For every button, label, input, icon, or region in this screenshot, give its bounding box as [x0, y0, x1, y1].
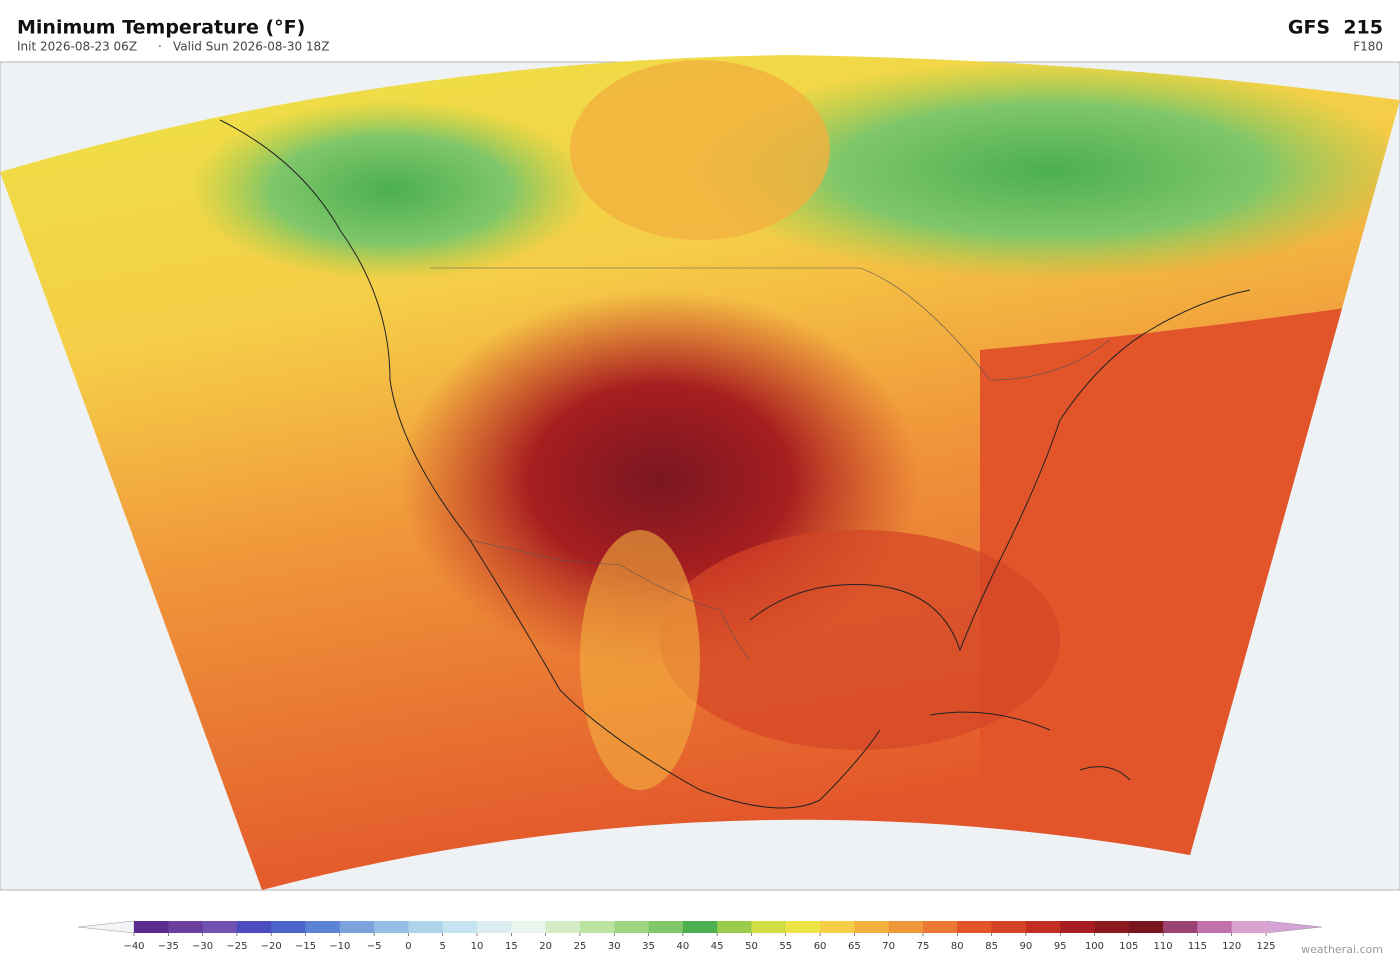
tick-label: −30: [192, 941, 213, 952]
color-bin: [888, 921, 924, 933]
tick-label: 10: [471, 941, 484, 952]
tick-label: −5: [367, 941, 382, 952]
tick-label: 40: [676, 941, 689, 952]
tick-label: 80: [951, 941, 964, 952]
tick-label: −25: [226, 941, 247, 952]
color-bin: [991, 921, 1027, 933]
color-bin: [545, 921, 581, 933]
color-bin: [305, 921, 341, 933]
tick-label: 0: [405, 941, 411, 952]
color-bin: [957, 921, 993, 933]
tick-label: 70: [882, 941, 895, 952]
tick-label: 65: [848, 941, 861, 952]
color-bin: [168, 921, 204, 933]
color-bin: [717, 921, 752, 933]
forecast-hour: F180: [1353, 40, 1383, 54]
color-bin: [339, 921, 375, 933]
color-bin: [785, 921, 821, 933]
color-bin: [751, 921, 787, 933]
tick-label: −20: [261, 941, 282, 952]
tick-label: 125: [1256, 941, 1275, 952]
tick-label: 20: [539, 941, 552, 952]
color-bin: [236, 921, 272, 933]
color-bin: [1163, 921, 1198, 933]
tick-label: 60: [814, 941, 827, 952]
color-bin: [1128, 921, 1164, 933]
color-bin: [202, 921, 238, 933]
color-bin: [648, 921, 684, 933]
under-triangle: [77, 920, 135, 934]
color-bin: [1197, 921, 1233, 933]
coastlines: [219, 119, 1251, 809]
color-bin: [579, 921, 615, 933]
valid-time: Valid Sun 2026-08-30 18Z: [173, 40, 329, 54]
color-bin: [854, 921, 890, 933]
model-name: GFS 215: [1288, 17, 1383, 39]
colorbar: −40 −35 −30 −25 −20 −15 −10 −5 0 5 10 15 20 25 30 35 40 4…: [77, 920, 1323, 952]
credit: weatherai.com: [1301, 943, 1383, 956]
color-bin: [134, 921, 169, 933]
tick-label: 85: [985, 941, 998, 952]
color-bin: [922, 921, 958, 933]
color-bin: [477, 921, 512, 933]
tick-label: 100: [1085, 941, 1104, 952]
tick-label: 35: [642, 941, 655, 952]
tick-label: 115: [1188, 941, 1207, 952]
tick-label: 55: [779, 941, 792, 952]
tick-label: 15: [505, 941, 518, 952]
color-bin: [614, 921, 650, 933]
color-bin: [1094, 921, 1130, 933]
tick-label: 25: [574, 941, 587, 952]
tick-label: 90: [1020, 941, 1033, 952]
title: Minimum Temperature (°F): [17, 17, 305, 39]
tick-label: 120: [1222, 941, 1241, 952]
color-bin: [442, 921, 478, 933]
borders: [430, 267, 1111, 661]
tick-label: −10: [329, 941, 350, 952]
separator: ·: [158, 40, 162, 54]
tick-label: −15: [295, 941, 316, 952]
tick-label: 45: [711, 941, 724, 952]
tick-label: 50: [745, 941, 758, 952]
temperature-field: [0, 55, 1400, 890]
color-bin: [1025, 921, 1061, 933]
color-bin: [271, 921, 307, 933]
init-time: Init 2026-08-23 06Z: [17, 40, 137, 54]
tick-label: 5: [440, 941, 446, 952]
tick-label: −35: [158, 941, 179, 952]
tick-label: 75: [917, 941, 930, 952]
color-bin: [1231, 921, 1267, 933]
tick-label: 110: [1154, 941, 1173, 952]
color-bin: [1060, 921, 1095, 933]
tick-label: 30: [608, 941, 621, 952]
color-bin: [820, 921, 855, 933]
color-bin: [511, 921, 547, 933]
color-bin: [408, 921, 444, 933]
color-bin: [374, 921, 409, 933]
color-bin: [682, 921, 718, 933]
over-triangle: [1265, 920, 1323, 934]
tick-label: −40: [123, 941, 144, 952]
tick-label: 105: [1119, 941, 1138, 952]
tick-label: 95: [1054, 941, 1067, 952]
